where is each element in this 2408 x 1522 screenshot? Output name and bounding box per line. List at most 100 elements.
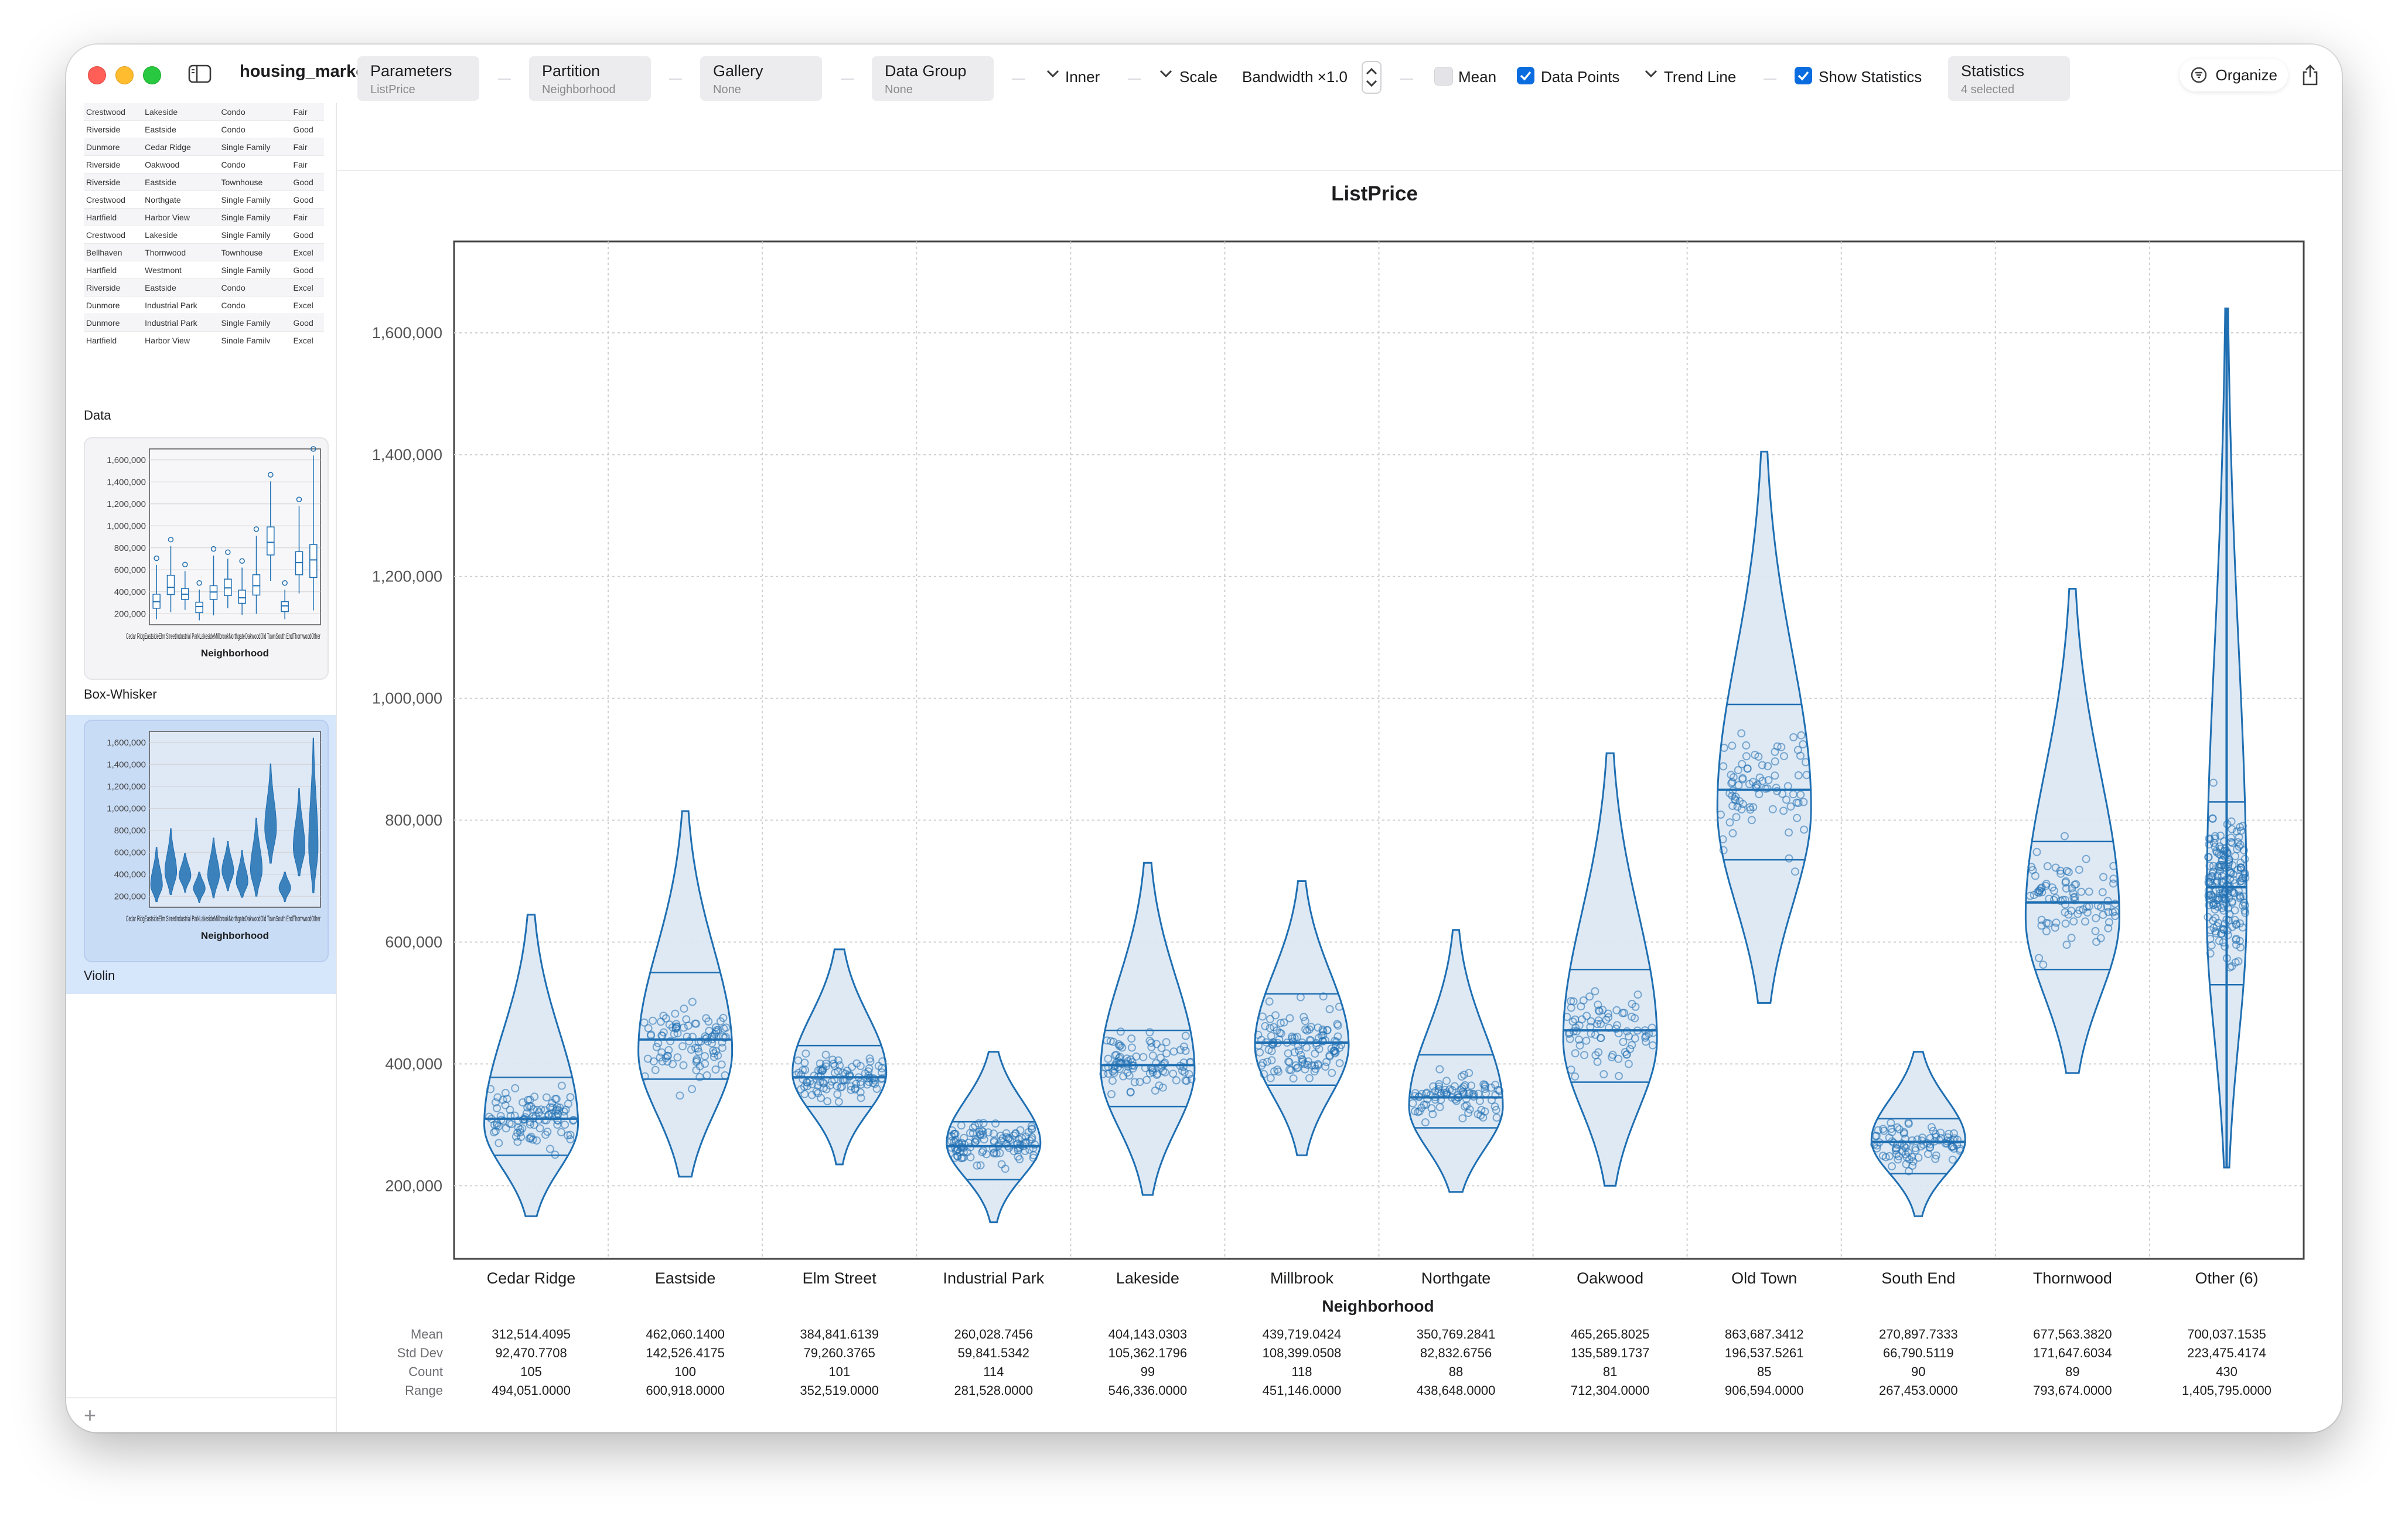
close-window-button[interactable] [88,66,106,84]
table-cell: Dunmore [84,138,143,156]
stat-cell: 462,060.1400 [646,1327,725,1341]
thumb-outlier [311,446,316,452]
violin-industrial-park[interactable] [946,1051,1042,1224]
parameters-selector[interactable]: Parameters ListPrice [357,56,479,101]
share-icon[interactable] [2294,59,2327,91]
sidebar-item-box-whisker-label[interactable]: Box-Whisker [84,687,157,702]
data-point [1114,1040,1123,1048]
toolbar-separator [1764,79,1776,80]
data-point [1319,1027,1328,1036]
data-point [691,1044,700,1053]
data-point [1628,1000,1636,1008]
minimize-window-button[interactable] [115,66,134,84]
data-point [816,1059,824,1068]
data-point [1799,798,1808,806]
data-point [1172,1076,1181,1085]
data-point [801,1049,810,1058]
violin-oakwood[interactable] [1562,752,1658,1187]
data-point [1181,1076,1190,1085]
sidebar-toggle-icon[interactable] [188,64,212,83]
inner-chevron-icon[interactable] [1046,69,1060,79]
thumb-y-tick: 1,000,000 [107,803,146,813]
data-point [1894,1155,1902,1164]
data-point [1325,1005,1334,1013]
chart-title: ListPrice [1331,182,1418,205]
box-whisker-thumbnail[interactable]: 1,600,000 1,400,000 1,200,000 1,000,000 800,… [84,437,329,680]
table-cell: Riverside [84,120,143,138]
violin-millbrook[interactable] [1254,880,1350,1156]
data-point [991,1119,1000,1128]
violin-lakeside[interactable] [1099,862,1196,1196]
data-point [1575,1041,1584,1050]
violin-northgate[interactable] [1408,929,1504,1193]
x-tick-label: Cedar Ridge [487,1269,576,1287]
data-point [1771,771,1779,780]
thumb-outlier [196,580,202,586]
add-icon[interactable]: + [84,1403,97,1427]
violin-south-end[interactable] [1870,1051,1966,1217]
data-point [1563,1013,1571,1022]
data-point [1926,1143,1935,1152]
table-cell: Crestwood [84,103,143,121]
thumb-y-tick: 800,000 [114,826,146,836]
data-point [685,1037,694,1046]
data-point [2228,839,2237,847]
thumb-outlier [239,558,245,564]
toolbar-separator [1128,79,1141,80]
stat-cell: 82,832.6756 [1420,1346,1492,1360]
data-point [1911,1146,1920,1155]
violin-cedar-ridge[interactable] [483,914,579,1217]
violin-old-town[interactable] [1716,451,1812,1004]
data-point [2211,832,2219,840]
data-point [1461,1081,1469,1089]
trend-line-dropdown[interactable]: Trend Line [1664,68,1737,86]
data-point [2061,878,2070,887]
data-point [1577,1002,1585,1011]
data-point [1772,784,1781,792]
sidebar-item-data-label[interactable]: Data [84,408,111,423]
thumb-y-tick: 1,400,000 [107,477,146,487]
bandwidth-stepper[interactable] [1362,61,1382,94]
gallery-selector[interactable]: Gallery None [700,56,822,101]
sidebar-item-violin[interactable]: 1,600,000 1,400,000 1,200,000 1,000,000 800,… [66,715,336,994]
zoom-window-button[interactable] [143,66,161,84]
show-statistics-checkbox[interactable] [1795,67,1812,84]
data-point [2104,924,2113,932]
data-point [691,1019,700,1028]
thumb-y-tick: 800,000 [114,543,146,553]
violin-eastside[interactable] [637,810,734,1178]
organize-button[interactable]: Organize [2179,59,2288,91]
data-point [2209,862,2218,870]
statistics-selector[interactable]: Statistics 4 selected [1948,56,2070,101]
toolbar-separator [1012,79,1025,80]
violin-elm-street[interactable] [792,948,888,1166]
data-point [1012,1140,1021,1149]
mean-checkbox[interactable] [1434,67,1453,86]
x-tick-label: Other (6) [2195,1269,2258,1287]
thumb-x-tick-labels: Cedar RidgEastsideElm StreetIndustrial P… [126,914,320,923]
partition-selector[interactable]: Partition Neighborhood [529,56,651,101]
data-point [1785,828,1793,837]
inner-dropdown[interactable]: Inner [1065,68,1100,86]
stat-row-label: Count [408,1364,443,1379]
data-thumbnail[interactable]: Crestwood Lakeside Condo Fair Riverside Easts… [84,103,324,343]
thumb-violin [250,818,262,897]
data-point [1479,1080,1488,1089]
data-point [1909,1157,1918,1166]
violin-other-6-[interactable] [2204,307,2250,1169]
scale-dropdown[interactable]: Scale [1179,68,1218,86]
stat-cell: 863,687.3412 [1725,1327,1804,1341]
data-points-checkbox[interactable] [1517,67,1534,84]
data-group-selector[interactable]: Data Group None [872,56,994,101]
data-point [1571,1049,1580,1058]
data-point [2096,934,2105,942]
data-point [2217,877,2226,886]
data-point [711,1023,720,1031]
violin-thornwood[interactable] [2024,588,2120,1074]
thumb-box [281,601,289,612]
data-point [1799,740,1807,748]
data-point [978,1127,987,1136]
scale-chevron-icon[interactable] [1159,69,1173,79]
trend-line-chevron-icon[interactable] [1644,69,1658,79]
